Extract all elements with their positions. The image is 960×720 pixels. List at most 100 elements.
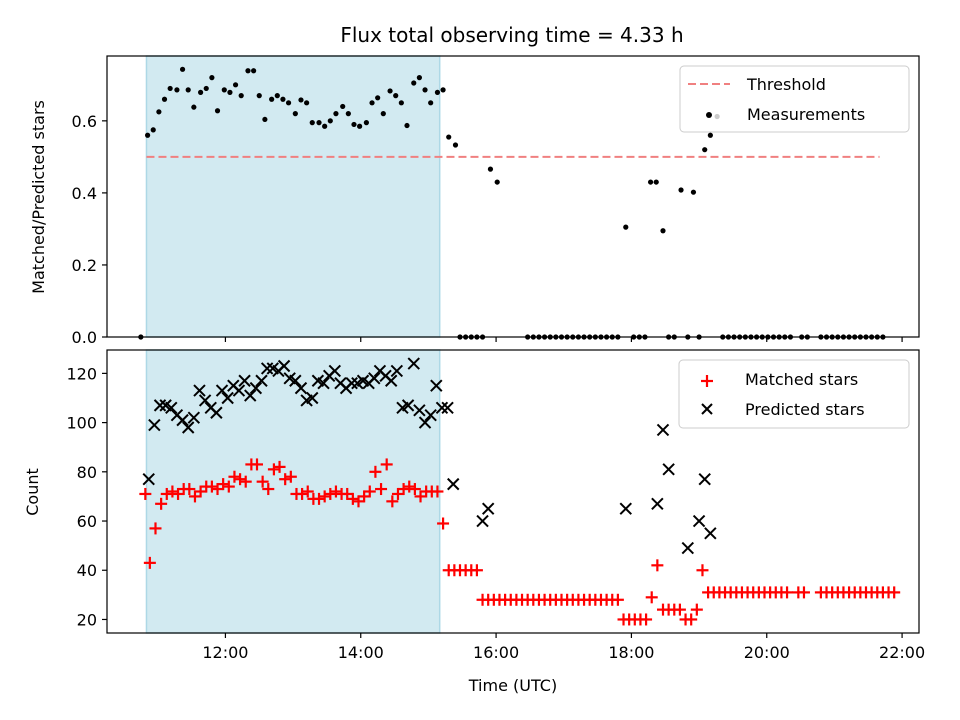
matched-star-point [139,487,152,500]
measurement-point [309,120,315,126]
top-y-tick-label: 0.2 [72,256,97,275]
measurement-point [357,123,363,129]
predicted-star-point [187,411,201,424]
measurement-point [647,179,654,185]
measurement-point [375,95,381,101]
top-axes-frame [106,55,920,338]
measurement-point [428,100,434,106]
measurements-legend-label: Measurements [747,105,865,124]
matched-star-point [143,556,156,569]
measurement-point [161,96,168,102]
measurement-point [316,120,322,126]
predicted-star-point [221,391,234,405]
threshold-legend-label: Threshold [746,75,826,94]
measurement-point [623,224,629,230]
matched-star-point [397,483,410,496]
measurement-point [251,68,257,74]
predicted-star-point [232,384,246,397]
matched-star-point [296,487,309,500]
predicted-star-point [681,541,695,555]
measurement-point [452,142,459,148]
matched-star-point [279,473,292,486]
matched-star-point [166,485,179,498]
x-tick-label: 22:00 [879,643,925,662]
measurement-point [167,85,173,92]
matched-star-point [685,613,698,626]
predicted-star-point [294,381,308,395]
predicted-star-point [692,514,706,528]
predicted-star-point [704,527,717,540]
predicted-star-point [328,364,342,378]
measurement-point [440,87,446,93]
predicted-star-point [198,394,212,407]
measurement-point [245,68,251,74]
predicted-star-point [407,357,420,370]
predicted-star-point [651,497,664,511]
matched-star-point [437,517,450,530]
matched-star-point [470,564,483,577]
measurement-point [340,103,346,110]
predicted-star-point [249,381,263,395]
matched-star-point [645,591,658,604]
matched-star-point [386,495,399,508]
predicted-star-point [289,374,302,387]
matched-star-point [222,480,235,493]
measurement-point [198,89,204,95]
top-panel: 0.0 0.2 0.4 0.6 Matched/Predicted stars Thr… [29,55,920,347]
predicted-star-point [244,389,257,402]
matched-star-point [403,480,416,493]
predicted-star-point [317,377,330,390]
measurement-point [434,89,441,95]
measurement-point [285,100,292,106]
measurement-point [280,96,286,102]
top-y-ticks: 0.0 0.2 0.4 0.6 [72,112,107,347]
predicted-star-point [277,359,291,373]
matched-star-point [149,522,162,535]
matched-star-point [329,485,342,498]
predicted-star-point [368,372,381,385]
predicted-star-point [619,502,632,515]
matched-star-point [273,460,286,473]
bottom-y-tick-label: 100 [66,414,97,433]
predicted-star-point [447,477,460,491]
matched-star-point [256,475,269,488]
measurement-point [363,120,369,126]
top-x-ticks [224,337,903,342]
predicted-star-point [481,502,495,515]
predicted-star-point [142,472,155,486]
predicted-star-point [181,421,195,434]
measurement-point [209,75,215,81]
matched-legend-label: Matched stars [745,370,858,389]
bottom-y-tick-label: 60 [77,512,97,531]
top-y-tick-label: 0.6 [72,112,97,131]
predicted-star-point [238,374,251,387]
measurement-point [298,97,304,103]
top-legend: Threshold Measurements [679,65,910,133]
measurement-point [380,111,386,117]
bottom-y-tick-label: 40 [77,561,97,580]
predicted-star-point [698,472,711,486]
matched-star-point [408,483,421,496]
measurement-point [145,132,151,138]
bottom-y-tick-label: 80 [77,463,97,482]
matched-star-point [267,463,280,476]
measurement-point [203,85,209,92]
measurement-point [322,123,328,129]
predicted-star-point [435,401,449,415]
predicted-star-point [401,399,415,412]
matched-star-point [781,586,794,599]
predicted-star-point [153,399,167,412]
measurement-point [351,121,357,128]
predicted-star-point [390,364,404,378]
predicted-star-point [384,374,398,387]
measurement-point [678,187,684,193]
measurement-point [494,179,500,185]
matched-star-point [797,586,810,599]
matched-star-point [363,485,376,498]
bottom-observing-window-shade [145,349,441,634]
measurement-point [422,87,428,93]
measurement-point [393,93,399,99]
matched-star-point [375,483,388,496]
measurement-point [690,189,697,195]
top-y-tick-label: 0.0 [72,328,97,347]
